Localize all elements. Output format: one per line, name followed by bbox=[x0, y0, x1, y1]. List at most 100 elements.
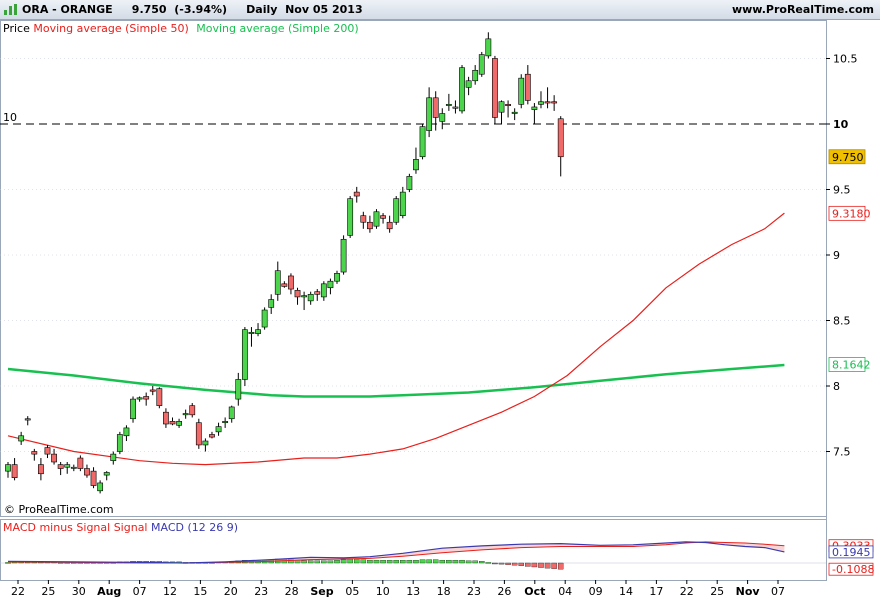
ma50-value-label: 9.3180 bbox=[832, 207, 871, 220]
price-panel-frame bbox=[0, 20, 827, 517]
macd-histogram-bar bbox=[393, 560, 399, 564]
candle-up bbox=[426, 97, 433, 131]
x-tick-label: 20 bbox=[224, 585, 238, 598]
candle-up bbox=[70, 466, 77, 469]
candle-up bbox=[347, 198, 354, 236]
candle-down bbox=[77, 457, 84, 469]
title-bar: ORA - ORANGE 9.750 (-3.94%) Daily Nov 05… bbox=[0, 0, 880, 20]
x-tick-label: 25 bbox=[710, 585, 724, 598]
candle-up bbox=[64, 464, 71, 468]
price-y-tick-label: 9.5 bbox=[833, 184, 851, 197]
candle-up bbox=[222, 421, 229, 423]
x-tick-label: 22 bbox=[11, 585, 25, 598]
candle-up bbox=[498, 101, 505, 113]
x-tick-label: 23 bbox=[254, 585, 268, 598]
ma200-line bbox=[7, 363, 785, 398]
candle-up bbox=[373, 211, 380, 227]
macd-histogram-bar bbox=[321, 560, 327, 564]
x-tick-label: 05 bbox=[345, 585, 359, 598]
candle-down bbox=[57, 464, 64, 469]
candle-down bbox=[294, 290, 301, 298]
macd-histogram-bar bbox=[498, 562, 505, 565]
ma50-value-label-box bbox=[828, 205, 866, 221]
candle-up bbox=[511, 111, 518, 114]
candle-up bbox=[123, 427, 130, 437]
candle-up bbox=[393, 198, 400, 223]
macd-legend: MACD minus Signal Signal MACD (12 26 9) bbox=[3, 521, 238, 534]
candle-down bbox=[51, 453, 57, 463]
candle-down bbox=[149, 389, 156, 392]
candle-up bbox=[531, 106, 538, 110]
site-url[interactable]: www.ProRealTime.com bbox=[731, 3, 874, 16]
candle-up bbox=[110, 453, 117, 461]
macd-histogram-bar bbox=[314, 560, 321, 564]
candle-down bbox=[432, 97, 439, 118]
legend-macd[interactable]: MACD (12 26 9) bbox=[151, 521, 239, 534]
x-tick-label: Aug bbox=[97, 585, 121, 598]
candle-down bbox=[544, 101, 551, 104]
x-tick-label: 10 bbox=[376, 585, 390, 598]
reference-line-label: 10 bbox=[3, 111, 17, 124]
macd-histogram-bar bbox=[432, 559, 439, 564]
candle-down bbox=[84, 468, 90, 476]
candle-up bbox=[406, 176, 413, 190]
candle-up bbox=[472, 69, 479, 82]
candle-up bbox=[478, 54, 485, 75]
x-tick-label: 25 bbox=[41, 585, 55, 598]
x-tick-label: 12 bbox=[163, 585, 177, 598]
candle-up bbox=[452, 106, 459, 109]
macd-histogram-bar bbox=[419, 559, 426, 564]
macd-histogram-bar bbox=[538, 562, 544, 568]
macd-histogram-bar bbox=[452, 560, 459, 564]
candle-down bbox=[314, 291, 321, 295]
candle-down bbox=[505, 104, 511, 106]
candle-up bbox=[465, 80, 472, 88]
price-y-tick-label: 8 bbox=[833, 380, 840, 393]
candle-up bbox=[419, 126, 426, 158]
candle-up bbox=[103, 472, 110, 476]
legend-ma50[interactable]: Moving average (Simple 50) bbox=[33, 22, 189, 35]
macd-histogram-bar bbox=[511, 562, 518, 566]
macd-histogram-bar bbox=[525, 562, 531, 567]
candle-up bbox=[320, 283, 327, 298]
candle-up bbox=[459, 67, 465, 112]
legend-ma200[interactable]: Moving average (Simple 200) bbox=[196, 22, 359, 35]
price-y-tick-label: 10 bbox=[833, 118, 849, 131]
candle-up bbox=[334, 273, 340, 282]
macd-histogram-bar bbox=[446, 560, 452, 564]
x-tick-label: 07 bbox=[771, 585, 785, 598]
chart-title: ORA - ORANGE 9.750 (-3.94%) Daily Nov 05… bbox=[22, 3, 363, 16]
candle-down bbox=[492, 58, 498, 118]
x-tick-label: Sep bbox=[310, 585, 333, 598]
macd-value-box bbox=[828, 545, 874, 559]
candle-down bbox=[557, 118, 564, 158]
ma200-value-label: 8.1642 bbox=[832, 358, 871, 371]
candle-down bbox=[156, 388, 163, 406]
candle-up bbox=[97, 482, 104, 492]
candle-down bbox=[360, 215, 367, 223]
macd-histogram-bar bbox=[5, 562, 11, 564]
macd-histogram-bar bbox=[307, 560, 314, 564]
candle-down bbox=[163, 411, 169, 425]
candle-down bbox=[31, 451, 38, 455]
candle-down bbox=[288, 275, 294, 290]
candle-up bbox=[307, 293, 314, 302]
macd-histogram-bar bbox=[288, 559, 294, 564]
candle-up bbox=[235, 379, 242, 400]
candle-up bbox=[130, 398, 136, 420]
candle-up bbox=[255, 329, 261, 334]
macd-histogram-bar bbox=[406, 560, 413, 564]
candle-up bbox=[215, 426, 222, 433]
x-tick-label: 15 bbox=[193, 585, 207, 598]
macd-histogram-bar bbox=[400, 560, 406, 564]
legend-macd-hist[interactable]: MACD minus Signal Signal bbox=[3, 521, 148, 534]
candle-up bbox=[18, 435, 25, 442]
macd-histogram-bar bbox=[557, 562, 564, 570]
macd-histogram-bar bbox=[551, 562, 557, 569]
macd-value-label: 0.1945 bbox=[832, 546, 871, 559]
candle-down bbox=[37, 464, 44, 475]
candle-down bbox=[189, 405, 196, 416]
macd-histogram-bar bbox=[413, 560, 419, 564]
candle-up bbox=[241, 329, 248, 380]
